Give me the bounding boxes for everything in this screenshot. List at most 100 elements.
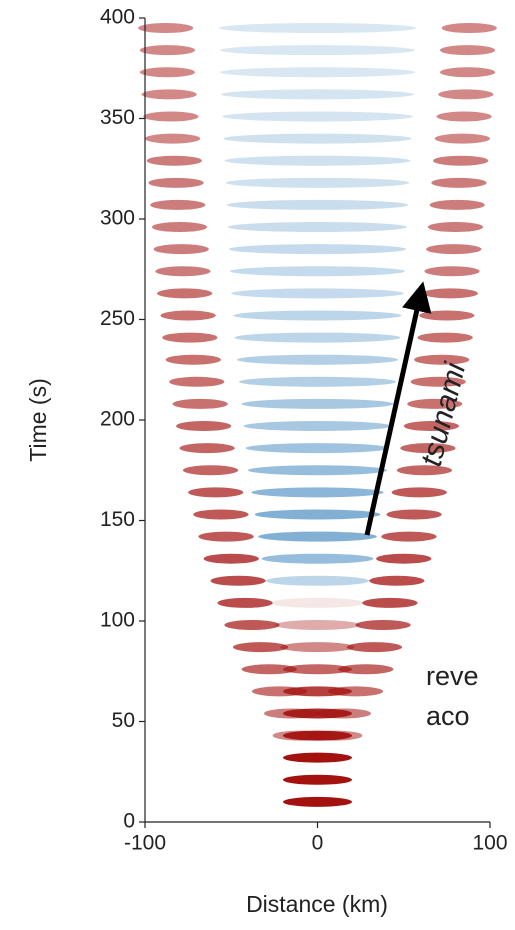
heat-cell [143,111,199,122]
x-tick-label: -100 [124,832,166,855]
heat-cell [355,620,411,631]
arrow [364,281,432,536]
heat-cell [264,708,320,719]
heat-cell [258,531,377,542]
heat-cell [203,553,259,564]
plot-area [138,23,497,807]
heat-cell [247,465,388,476]
heat-cell [234,332,401,343]
heat-cell [172,398,228,409]
heat-cell [433,155,489,166]
heat-cell [218,23,417,34]
heat-cell [148,177,204,188]
y-tick-label: 50 [112,709,135,732]
heat-cell [223,133,412,144]
y-tick-label: 0 [123,810,135,833]
x-tick-label: 0 [312,832,324,855]
heat-cell [283,664,352,675]
heat-cell [151,222,208,233]
y-tick-label: 350 [100,106,135,129]
heat-cell [369,575,425,586]
heat-cell [417,332,473,343]
heat-cell [338,664,394,675]
heat-cell [441,23,497,34]
heat-cell [434,133,490,144]
heat-cell [219,45,416,56]
heat-cell [386,509,442,520]
heat-cell [227,222,408,233]
heat-cell [283,796,352,807]
heat-cell [261,553,374,564]
heat-cell [419,310,475,321]
heat-cell [315,708,371,719]
heat-cell [427,222,484,233]
heat-cell [362,597,418,608]
heat-cell [224,155,411,166]
heat-cell [265,575,370,586]
heat-cell [188,487,244,498]
heat-cell [400,443,456,454]
heat-cell [139,45,196,56]
heat-cell [327,686,384,697]
heat-cell [290,797,345,807]
heat-cell [138,23,194,34]
heat-cell [439,67,496,78]
heat-cell [226,199,409,210]
heat-cell [153,244,209,255]
heat-cell [270,597,365,608]
heat-cell [280,642,355,653]
heat-cell [150,199,206,210]
heat-cell [439,45,496,56]
heat-cell [290,753,345,763]
heat-cell [436,111,492,122]
heat-cell [169,376,225,387]
heat-cell [231,288,404,299]
heat-cell [232,642,289,653]
heat-cell [254,509,381,520]
y-tick-label: 100 [100,609,135,632]
heat-cell [414,354,470,365]
heat-cell [165,354,221,365]
heat-cell [407,398,463,409]
heat-cell [141,89,197,100]
x-tick-label: 100 [472,832,507,855]
heat-cell [283,774,352,785]
heat-cell [438,89,494,100]
heat-cell [221,89,414,100]
heat-cell [274,620,361,631]
heat-cell [424,266,480,277]
heat-cell [225,177,410,188]
heat-cell [230,266,405,277]
heat-cell [217,597,273,608]
y-tick-label: 250 [100,307,135,330]
heat-cell [224,620,280,631]
heat-cell [228,244,407,255]
heat-cell [198,531,254,542]
heat-cell [307,730,363,741]
heat-cell [155,266,211,277]
heat-cell [251,487,384,498]
heat-cell [219,67,416,78]
heat-cell [241,664,297,675]
heat-cell [157,288,213,299]
heat-cell [245,443,390,454]
heat-cell [429,199,485,210]
heat-cell [391,487,447,498]
y-axis-label: Time (s) [25,378,51,461]
heat-cell [396,465,453,476]
heat-cell [241,398,394,409]
y-tick-label: 200 [100,408,135,431]
heat-cell [146,155,202,166]
heat-cell [193,509,249,520]
heat-cell [176,421,232,432]
heat-cell [145,133,201,144]
y-tick-label: 400 [100,6,135,29]
heat-cell [236,354,399,365]
heat-cell [376,553,432,564]
heat-cell [182,465,239,476]
heat-cell [222,111,413,122]
heat-cell [243,421,392,432]
heat-cell [210,575,266,586]
